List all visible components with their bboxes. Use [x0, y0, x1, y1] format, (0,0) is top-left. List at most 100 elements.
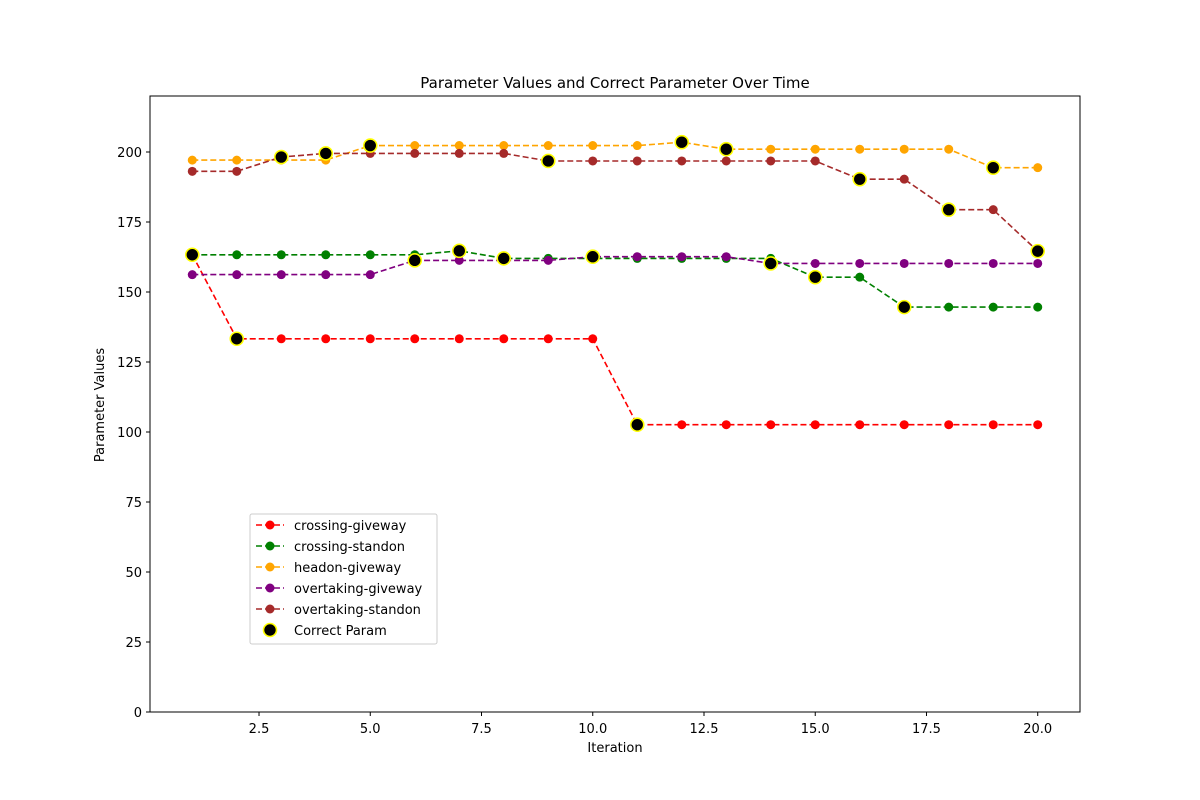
correct-param-point: [1030, 243, 1046, 259]
axes-frame: [149, 95, 1081, 713]
correct-param-point: [629, 417, 645, 433]
x-tick-label: 17.5: [912, 722, 941, 737]
correct-param-point: [896, 299, 912, 315]
x-tick-label: 5.0: [360, 722, 381, 737]
data-point-overtaking-standon: [721, 156, 731, 166]
y-tick-label: 150: [117, 286, 142, 301]
correct-param-point: [585, 249, 601, 265]
data-point-crossing-giveway: [410, 334, 420, 344]
data-point-crossing-giveway: [855, 420, 865, 430]
data-point-headon-giveway: [766, 144, 776, 154]
series-line-overtaking-giveway: [192, 255, 1038, 276]
x-tick-label: 10.0: [578, 722, 607, 737]
data-point-overtaking-giveway: [187, 270, 197, 280]
correct-param-point: [674, 134, 690, 150]
legend-label-overtaking-giveway: overtaking-giveway: [294, 582, 423, 597]
y-tick-label: 50: [125, 566, 142, 581]
data-point-overtaking-standon: [632, 156, 642, 166]
data-point-crossing-standon: [944, 302, 954, 312]
y-tick-label: 75: [125, 496, 142, 511]
correct-param-point: [763, 256, 779, 271]
y-tick-label: 175: [117, 216, 142, 231]
data-point-crossing-standon: [321, 250, 331, 260]
series-line-crossing-giveway: [191, 254, 1038, 426]
data-point-overtaking-standon: [187, 166, 197, 176]
data-point-overtaking-giveway: [232, 270, 242, 280]
data-point-overtaking-giveway: [1033, 258, 1043, 268]
legend-marker-overtaking-giveway: [265, 583, 275, 593]
data-point-crossing-standon: [1033, 302, 1043, 312]
data-point-overtaking-giveway: [988, 258, 998, 268]
data-point-crossing-giveway: [276, 334, 286, 344]
legend-label-crossing-standon: crossing-standon: [294, 540, 405, 555]
data-point-headon-giveway: [588, 141, 598, 151]
data-point-overtaking-giveway: [810, 258, 820, 268]
correct-param-point: [451, 243, 467, 259]
data-point-overtaking-giveway: [454, 255, 464, 265]
x-tick-label: 2.5: [249, 722, 270, 737]
data-point-crossing-giveway: [454, 334, 464, 344]
data-point-overtaking-giveway: [321, 270, 331, 280]
data-point-crossing-giveway: [677, 420, 687, 430]
legend-label-overtaking-standon: overtaking-standon: [294, 603, 421, 618]
x-tick-label: 7.5: [471, 722, 492, 737]
x-axis-label: Iteration: [587, 741, 642, 756]
data-point-crossing-giveway: [766, 420, 776, 430]
y-axis-ticks: 0 25 50 75 100 125 150 175 200: [117, 146, 150, 721]
data-point-overtaking-standon: [454, 148, 464, 158]
data-point-crossing-giveway: [588, 334, 598, 344]
correct-param-point: [407, 253, 423, 268]
data-point-overtaking-standon: [232, 166, 242, 176]
data-point-overtaking-giveway: [276, 270, 286, 280]
correct-param-point: [229, 331, 245, 347]
data-point-crossing-standon: [232, 250, 242, 260]
data-point-crossing-giveway: [365, 334, 375, 344]
correct-param-point: [273, 149, 289, 165]
data-point-overtaking-giveway: [899, 258, 909, 268]
legend-marker-correct-param: [262, 622, 278, 638]
data-point-crossing-giveway: [499, 334, 509, 344]
data-point-overtaking-giveway: [632, 252, 642, 262]
data-point-crossing-giveway: [988, 420, 998, 430]
legend-box: [249, 513, 438, 645]
plot-frame: [149, 95, 1081, 713]
data-point-overtaking-standon: [588, 156, 598, 166]
data-point-overtaking-standon: [988, 205, 998, 215]
legend-marker-overtaking-standon: [265, 604, 275, 614]
correct-param-point: [852, 171, 868, 187]
series-lines: [187, 137, 1043, 430]
correct-param-point: [318, 146, 334, 161]
legend-label-crossing-giveway: crossing-giveway: [294, 519, 407, 534]
data-point-headon-giveway: [410, 141, 420, 151]
data-point-crossing-giveway: [899, 420, 909, 430]
data-point-crossing-giveway: [810, 420, 820, 430]
data-point-crossing-giveway: [321, 334, 331, 344]
x-tick-label: 15.0: [801, 722, 830, 737]
data-point-headon-giveway: [232, 155, 242, 165]
correct-param-point: [540, 153, 556, 169]
y-tick-label: 0: [134, 706, 142, 721]
correct-param-point: [807, 269, 823, 285]
correct-param-point: [941, 202, 957, 217]
data-point-crossing-giveway: [944, 420, 954, 430]
data-point-overtaking-standon: [810, 156, 820, 166]
y-tick-label: 125: [117, 356, 142, 371]
data-point-overtaking-giveway: [365, 270, 375, 280]
y-tick-label: 25: [125, 636, 142, 651]
data-point-overtaking-giveway: [677, 252, 687, 262]
y-axis-label: Parameter Values: [93, 348, 108, 462]
legend-marker-headon-giveway: [265, 562, 275, 572]
series-line-crossing-standon: [192, 249, 1038, 308]
legend: crossing-giveway crossing-standon headon-g…: [249, 513, 438, 645]
correct-param-markers: [184, 134, 1046, 433]
data-point-headon-giveway: [543, 141, 553, 151]
data-point-crossing-giveway: [721, 420, 731, 430]
legend-label-headon-giveway: headon-giveway: [294, 561, 401, 576]
data-point-overtaking-giveway: [855, 258, 865, 268]
data-point-headon-giveway: [944, 144, 954, 154]
data-point-crossing-giveway: [543, 334, 553, 344]
data-point-overtaking-standon: [899, 174, 909, 184]
data-point-crossing-giveway: [1033, 420, 1043, 430]
correct-param-point: [184, 247, 200, 263]
